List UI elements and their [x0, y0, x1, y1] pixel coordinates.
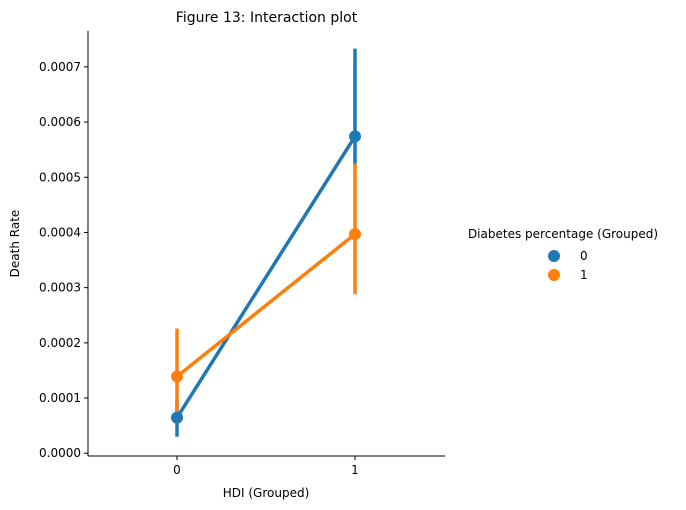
legend-marker-0	[548, 250, 560, 262]
legend-label-0: 0	[580, 249, 588, 263]
y-tick-label: 0.0002	[39, 336, 81, 350]
plot-area	[171, 48, 361, 437]
legend-label-1: 1	[580, 268, 588, 282]
series-line-1	[175, 232, 357, 379]
legend: Diabetes percentage (Grouped) 0 1	[468, 227, 658, 282]
y-tick-label: 0.0007	[39, 60, 81, 74]
x-axis-label: HDI (Grouped)	[223, 486, 310, 500]
chart-title: Figure 13: Interaction plot	[176, 10, 358, 26]
data-point-series-0	[171, 411, 183, 424]
legend-marker-1	[548, 269, 560, 281]
y-tick-label: 0.0005	[39, 170, 81, 184]
series-line-0	[175, 134, 357, 420]
x-tick-label: 1	[351, 463, 359, 477]
axes: 0.0000 0.0001 0.0002 0.0003 0.0004 0.0005 0.00…	[39, 31, 445, 477]
data-point-series-1	[171, 370, 183, 383]
y-axis-label: Death Rate	[8, 210, 22, 278]
y-tick-label: 0.0003	[39, 281, 81, 295]
data-point-series-0	[349, 130, 361, 143]
y-tick-label: 0.0004	[39, 225, 81, 239]
y-tick-label: 0.0006	[39, 115, 81, 129]
data-point-series-1	[349, 228, 361, 241]
y-tick-label: 0.0000	[39, 446, 81, 460]
legend-title: Diabetes percentage (Grouped)	[468, 227, 658, 241]
x-tick-label: 0	[173, 463, 181, 477]
y-tick-label: 0.0001	[39, 391, 81, 405]
